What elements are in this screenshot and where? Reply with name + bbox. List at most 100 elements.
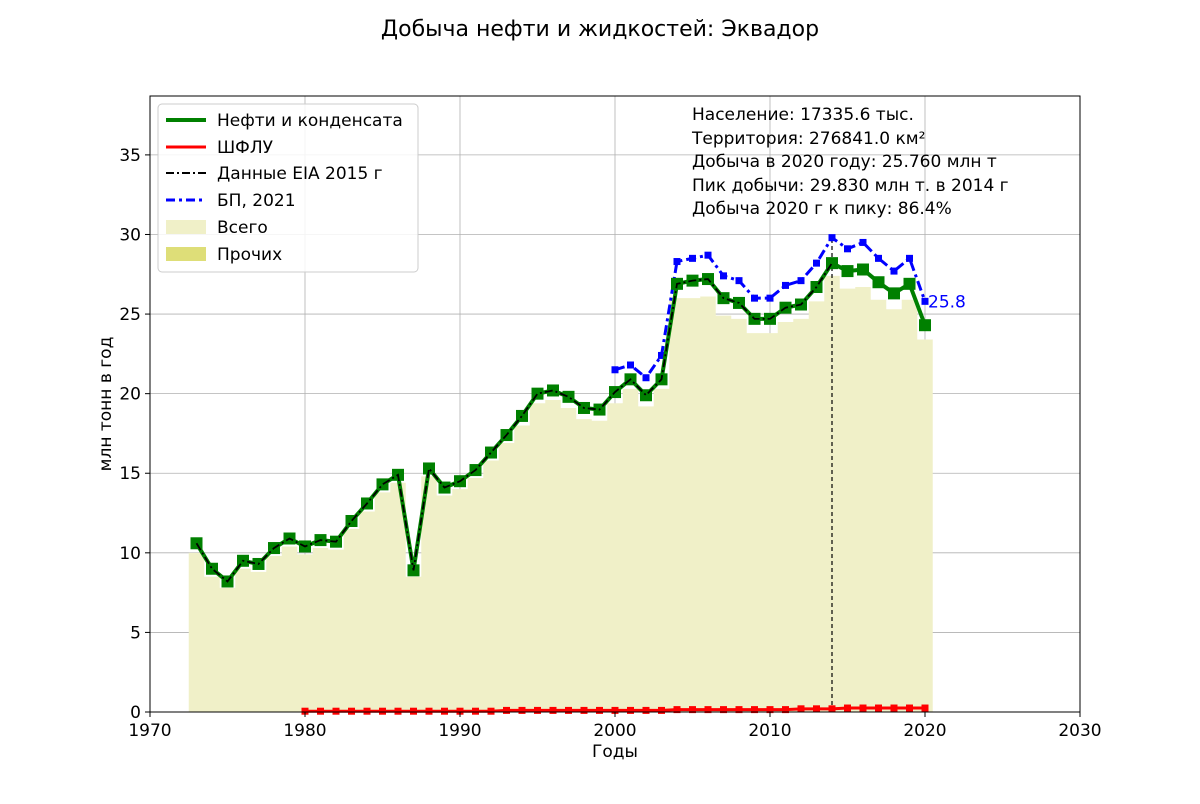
point-ngl xyxy=(410,707,417,715)
point-ngl xyxy=(534,706,541,714)
point-oil xyxy=(903,277,916,290)
end-value-label: 25.8 xyxy=(928,292,966,312)
point-ngl xyxy=(379,707,386,715)
point-ngl xyxy=(766,706,774,714)
point-bp xyxy=(859,238,867,246)
point-ngl xyxy=(906,704,913,712)
x-tick-label: 2030 xyxy=(1058,721,1101,741)
legend-label-other: Прочих xyxy=(217,245,282,265)
point-bp xyxy=(627,361,634,369)
y-tick-label: 10 xyxy=(119,544,141,564)
point-ngl xyxy=(704,706,712,714)
point-ngl xyxy=(875,704,882,712)
point-oil xyxy=(376,478,389,491)
point-ngl xyxy=(394,707,402,715)
point-ngl xyxy=(363,707,371,715)
info-population: Население: 17335.6 тыс. xyxy=(692,105,914,125)
point-ngl xyxy=(627,706,634,714)
point-ngl xyxy=(348,707,355,715)
point-bp xyxy=(782,281,789,289)
x-tick-label: 2000 xyxy=(593,721,636,741)
point-oil xyxy=(888,287,900,300)
legend-label-bp: БП, 2021 xyxy=(217,191,296,211)
chart-title: Добыча нефти и жидкостей: Эквадор xyxy=(381,17,819,42)
point-ngl xyxy=(549,706,557,714)
y-tick-label: 5 xyxy=(130,623,141,643)
point-ngl xyxy=(441,707,448,715)
y-tick-label: 30 xyxy=(119,225,141,245)
point-ngl xyxy=(642,706,650,714)
point-bp xyxy=(689,254,696,262)
point-ngl xyxy=(828,705,836,713)
point-bp xyxy=(828,234,836,242)
point-ngl xyxy=(456,707,464,715)
point-oil xyxy=(841,265,854,278)
series-layer xyxy=(190,234,931,715)
x-tick-label: 2010 xyxy=(748,721,791,741)
y-axis-label: млн тонн в год xyxy=(96,337,116,472)
point-ngl xyxy=(472,707,479,715)
info-territory: Территория: 276841.0 км² xyxy=(691,129,925,149)
y-tick-label: 25 xyxy=(119,305,141,325)
point-ngl xyxy=(813,705,820,713)
legend-label-eia: Данные EIA 2015 г xyxy=(217,164,383,184)
point-ngl xyxy=(580,706,588,714)
y-tick-label: 35 xyxy=(119,146,141,166)
point-bp xyxy=(890,267,898,275)
point-bp xyxy=(844,245,851,253)
point-ngl xyxy=(596,706,603,714)
area-total xyxy=(188,275,933,712)
point-ngl xyxy=(425,707,433,715)
point-ngl xyxy=(890,704,898,712)
x-tick-label: 1980 xyxy=(283,721,326,741)
x-tick-label: 1970 xyxy=(128,721,171,741)
point-bp xyxy=(766,294,774,302)
point-bp xyxy=(658,351,665,359)
info-block: Население: 17335.6 тыс. Территория: 2768… xyxy=(691,105,1009,219)
legend-swatch-other xyxy=(166,247,206,261)
point-ngl xyxy=(301,707,309,715)
point-oil xyxy=(919,319,931,332)
y-tick-label: 15 xyxy=(119,464,141,484)
point-oil xyxy=(423,462,435,475)
point-bp xyxy=(875,254,882,262)
point-ngl xyxy=(565,706,572,714)
point-bp xyxy=(673,258,681,266)
point-ngl xyxy=(751,706,758,714)
point-oil xyxy=(826,257,838,270)
point-ngl xyxy=(317,707,324,715)
point-bp xyxy=(735,277,743,285)
point-bp xyxy=(704,251,712,259)
point-bp xyxy=(906,254,913,262)
legend-label-total: Всего xyxy=(217,218,268,238)
point-ngl xyxy=(797,705,805,713)
x-tick-label: 2020 xyxy=(903,721,946,741)
point-bp xyxy=(720,272,727,280)
point-bp xyxy=(813,259,820,267)
legend: Нефти и конденсата ШФЛУ Данные EIA 2015 … xyxy=(157,103,419,273)
y-tick-label: 0 xyxy=(130,703,141,723)
point-ngl xyxy=(673,706,681,714)
point-bp xyxy=(797,277,805,285)
info-production-2020: Добыча в 2020 году: 25.760 млн т xyxy=(692,152,997,172)
point-bp xyxy=(642,374,650,382)
point-ngl xyxy=(611,706,619,714)
point-ngl xyxy=(844,704,851,712)
point-bp xyxy=(751,294,758,302)
point-oil xyxy=(872,276,885,289)
legend-box xyxy=(157,103,419,273)
point-ngl xyxy=(689,706,696,714)
legend-label-ngl: ШФЛУ xyxy=(217,138,274,158)
point-ngl xyxy=(332,707,340,715)
legend-swatch-total xyxy=(166,220,206,234)
point-ngl xyxy=(503,706,510,714)
point-oil xyxy=(857,263,869,276)
point-ngl xyxy=(518,706,526,714)
x-tick-label: 1990 xyxy=(438,721,481,741)
area-layer xyxy=(188,275,933,712)
point-oil xyxy=(562,390,575,403)
point-ngl xyxy=(658,706,665,714)
point-ngl xyxy=(921,704,929,712)
